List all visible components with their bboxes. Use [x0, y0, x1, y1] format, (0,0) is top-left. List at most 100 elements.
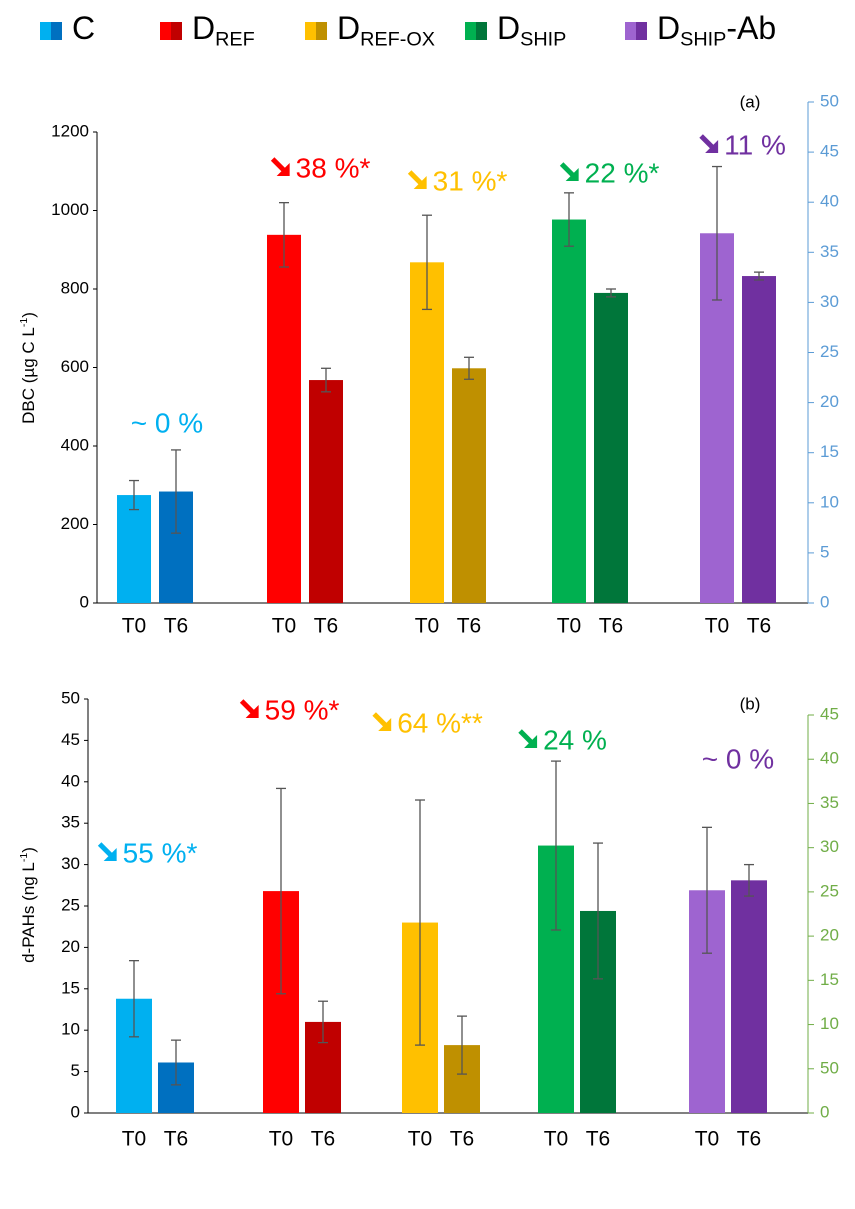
text-part: D — [337, 10, 360, 46]
y2-tick-label: 15 — [820, 442, 839, 461]
x-tick-label: T0 — [695, 1128, 720, 1151]
y2-tick-label: 20 — [820, 926, 839, 945]
annotation: 59 %* — [265, 694, 340, 725]
y2-tick-label: 0 — [820, 592, 829, 611]
annotation-arrow — [270, 157, 287, 173]
legend-label: DSHIP — [497, 10, 566, 50]
y2-tick-label: 0 — [820, 1102, 829, 1121]
bar — [410, 262, 444, 603]
legend-swatch — [316, 22, 327, 40]
annotation-arrowhead — [413, 176, 427, 189]
y2-tick-label: 5 — [820, 542, 829, 561]
y-tick-label: 45 — [61, 730, 80, 749]
y2-tick-label: 45 — [820, 142, 839, 161]
legend-swatch — [305, 22, 316, 40]
y-axis-label: d-PAHs (ng L-1) — [18, 847, 39, 963]
legend-swatch — [465, 22, 476, 40]
annotation: 38 %* — [296, 152, 371, 183]
annotation-arrow — [559, 162, 576, 178]
legend-label: C — [72, 10, 95, 46]
y-tick-label: 15 — [61, 978, 80, 997]
annotation-arrow — [97, 842, 114, 858]
y-tick-label: 25 — [61, 895, 80, 914]
annotation: 11 % — [724, 129, 786, 160]
y2-tick-label: 25 — [820, 881, 839, 900]
annotation-arrow — [407, 170, 424, 186]
y2-tick-label: 45 — [820, 704, 839, 723]
annotation: ~ 0 % — [131, 407, 203, 438]
x-tick-label: T0 — [544, 1128, 569, 1151]
legend-swatch — [160, 22, 171, 40]
legend-swatch — [625, 22, 636, 40]
legend-swatch — [51, 22, 62, 40]
x-tick-label: T6 — [314, 615, 339, 638]
y-axis-label: DBC (µg C L-1) — [18, 312, 39, 424]
text-part: -1 — [18, 318, 30, 328]
y-tick-label: 35 — [61, 813, 80, 832]
annotation-arrowhead — [705, 140, 719, 153]
text-part: d-PAHs (ng L — [19, 862, 38, 963]
y-tick-label: 400 — [61, 435, 89, 454]
y-tick-label: 5 — [71, 1061, 80, 1080]
y-tick-label: 0 — [71, 1102, 80, 1121]
text-part: -Ab — [726, 10, 776, 46]
y2-tick-label: 40 — [820, 749, 839, 768]
annotation: 55 %* — [123, 837, 198, 868]
text-part: DBC (µg C L — [19, 327, 38, 424]
y-tick-label: 800 — [61, 278, 89, 297]
x-tick-label: T6 — [164, 615, 189, 638]
text-part: ) — [19, 312, 38, 318]
y-tick-label: 20 — [61, 937, 80, 956]
y2-tick-label: 35 — [820, 242, 839, 261]
annotation-arrow — [699, 134, 715, 150]
text-part: ) — [19, 847, 38, 853]
y-tick-label: 600 — [61, 357, 89, 376]
text-part: D — [497, 10, 520, 46]
annotation: 24 % — [543, 724, 607, 755]
text-part: D — [192, 10, 215, 46]
x-tick-label: T6 — [737, 1128, 762, 1151]
x-tick-label: T6 — [450, 1128, 475, 1151]
text-part: D — [657, 10, 680, 46]
y2-tick-label: 25 — [820, 342, 839, 361]
x-tick-label: T0 — [272, 615, 297, 638]
y-tick-label: 1000 — [51, 200, 89, 219]
y-tick-label: 40 — [61, 771, 80, 790]
y2-tick-label: 50 — [820, 1058, 839, 1077]
annotation: 64 %** — [397, 707, 483, 738]
x-tick-label: T6 — [457, 615, 482, 638]
y2-tick-label: 10 — [820, 1014, 839, 1033]
annotation-arrowhead — [276, 163, 290, 176]
x-tick-label: T0 — [122, 615, 147, 638]
legend-label: DREF — [192, 10, 255, 50]
y2-tick-label: 40 — [820, 192, 839, 211]
bar — [452, 368, 486, 603]
annotation-arrowhead — [103, 848, 117, 861]
legend-swatch — [636, 22, 647, 40]
legend-label: DREF-OX — [337, 10, 435, 50]
bar — [267, 234, 301, 603]
bar — [594, 292, 628, 603]
y2-tick-label: 35 — [820, 793, 839, 812]
x-tick-label: T6 — [164, 1128, 189, 1151]
bar — [309, 380, 343, 603]
legend-swatch — [40, 22, 51, 40]
text-part: REF-OX — [360, 29, 435, 51]
bar — [742, 276, 776, 603]
x-tick-label: T0 — [122, 1128, 147, 1151]
bar — [117, 495, 151, 603]
x-tick-label: T0 — [269, 1128, 294, 1151]
text-part: -1 — [18, 853, 30, 863]
y-tick-label: 1200 — [51, 121, 89, 140]
bar — [731, 880, 767, 1113]
x-tick-label: T0 — [408, 1128, 433, 1151]
y-tick-label: 30 — [61, 854, 80, 873]
annotation-arrowhead — [565, 168, 579, 181]
text-part: SHIP — [680, 29, 726, 51]
y-tick-label: 200 — [61, 514, 89, 533]
y2-tick-label: 15 — [820, 970, 839, 989]
annotation-arrow — [518, 729, 534, 745]
annotation-arrow — [372, 712, 388, 728]
